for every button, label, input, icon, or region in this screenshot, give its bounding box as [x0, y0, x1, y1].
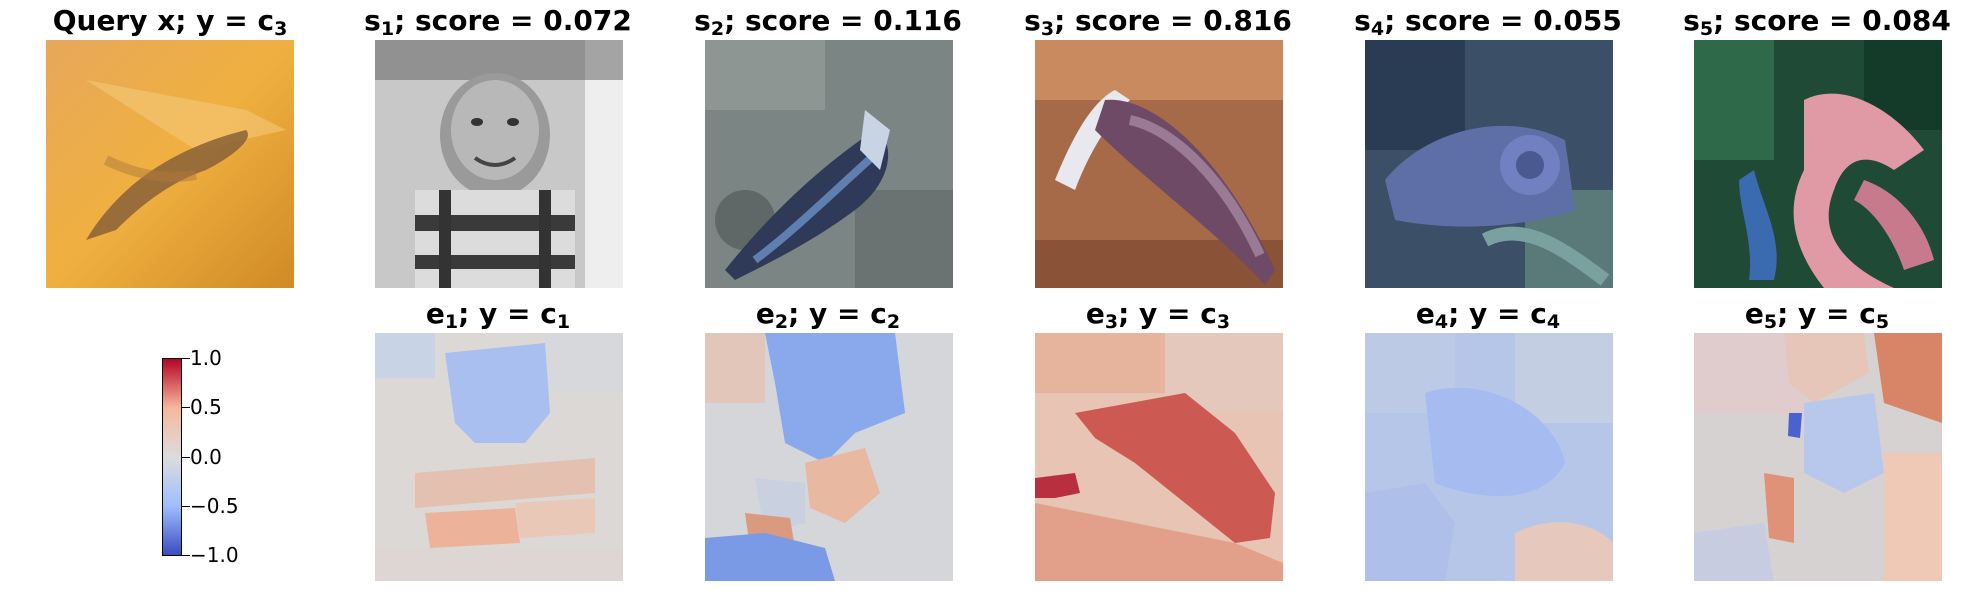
- colorbar-tick-label-5: −1.0: [190, 543, 239, 567]
- query-title: Query x; y = c3: [52, 4, 288, 40]
- sample-image-1: [375, 40, 623, 288]
- explanation-map-2: [705, 333, 953, 581]
- explanation-map-1: [375, 333, 623, 581]
- explanation-title-3: e3; y = c3: [1085, 297, 1231, 333]
- sample-title-5: s5; score = 0.084: [1683, 4, 1951, 40]
- explanation-title-5: e5; y = c5: [1744, 297, 1890, 333]
- colorbar-tick-3: [182, 457, 190, 458]
- sample-title-1: s1; score = 0.072: [364, 4, 632, 40]
- explanation-map-5: [1694, 333, 1942, 581]
- colorbar: [162, 358, 182, 556]
- colorbar-tick-5: [182, 555, 190, 556]
- sample-image-5: [1694, 40, 1942, 288]
- sample-title-4: s4; score = 0.055: [1354, 4, 1622, 40]
- colorbar-tick-label-1: 1.0: [190, 346, 222, 370]
- sample-title-2: s2; score = 0.116: [694, 4, 962, 40]
- sample-image-4: [1365, 40, 1613, 288]
- colorbar-tick-label-3: 0.0: [190, 445, 222, 469]
- explanation-title-4: e4; y = c4: [1415, 297, 1561, 333]
- explanation-title-1: e1; y = c1: [425, 297, 571, 333]
- sample-image-3: [1035, 40, 1283, 288]
- query-image: [46, 40, 294, 288]
- colorbar-tick-2: [182, 407, 190, 408]
- explanation-title-2: e2; y = c2: [755, 297, 901, 333]
- colorbar-tick-label-2: 0.5: [190, 395, 222, 419]
- colorbar-tick-4: [182, 506, 190, 507]
- colorbar-tick-1: [182, 358, 190, 359]
- sample-image-2: [705, 40, 953, 288]
- explanation-map-4: [1365, 333, 1613, 581]
- colorbar-tick-label-4: −0.5: [190, 494, 239, 518]
- explanation-map-3: [1035, 333, 1283, 581]
- sample-title-3: s3; score = 0.816: [1024, 4, 1292, 40]
